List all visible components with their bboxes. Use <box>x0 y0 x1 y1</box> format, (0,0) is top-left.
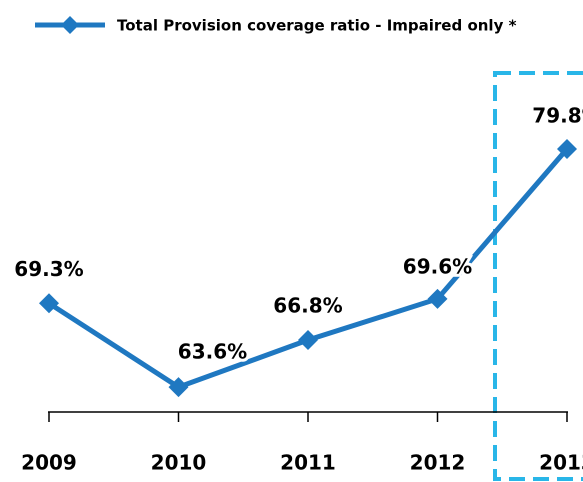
data-label: 79.8% <box>532 103 583 127</box>
legend-label: Total Provision coverage ratio - Impaire… <box>117 17 517 35</box>
series-line <box>47 147 569 390</box>
data-label: 63.6% <box>178 340 247 364</box>
data-point <box>39 293 59 314</box>
legend-marker <box>61 16 79 34</box>
data-point <box>298 330 318 351</box>
highlight-box <box>493 71 583 481</box>
x-tick-label: 2010 <box>151 451 207 475</box>
x-tick-label: 2011 <box>280 451 336 475</box>
data-point <box>168 377 189 398</box>
data-label: 69.6% <box>403 254 472 278</box>
x-tick-label: 2009 <box>21 451 77 475</box>
data-point <box>557 138 577 159</box>
data-point <box>427 288 448 309</box>
x-tick-label: 2012 <box>410 451 466 475</box>
data-label: 66.8% <box>273 294 342 318</box>
x-tick-label: 2013 <box>539 451 583 475</box>
data-label: 69.3% <box>14 257 83 281</box>
